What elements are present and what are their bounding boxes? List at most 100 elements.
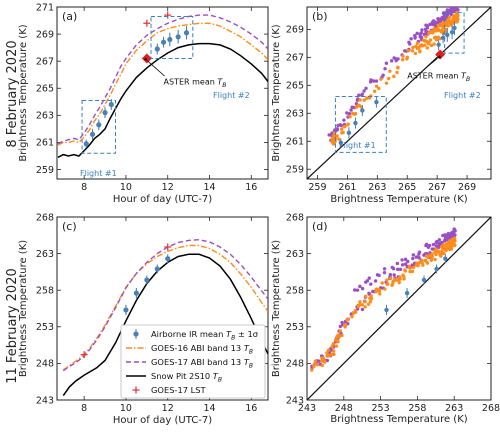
scatter-point-goes16 bbox=[368, 300, 373, 304]
scatter-point-goes16 bbox=[415, 46, 419, 51]
airborne-point bbox=[96, 122, 102, 128]
flight-label: Flight #1 bbox=[339, 141, 376, 150]
x-tick-label: 248 bbox=[335, 403, 353, 414]
scatter-point-goes16 bbox=[406, 49, 411, 53]
y-tick-label: 265 bbox=[36, 84, 54, 95]
airborne-point bbox=[108, 101, 114, 108]
scatter-point-goes17 bbox=[413, 33, 417, 38]
legend-label: GOES-17 ABI band 13 TB​ bbox=[151, 357, 253, 370]
airborne-point bbox=[154, 46, 160, 52]
scatter-point-goes16 bbox=[358, 98, 362, 102]
row-label-top: 8 February 2020 bbox=[5, 40, 20, 147]
x-tick-label: 10 bbox=[120, 403, 132, 414]
x-tick-label: 14 bbox=[203, 182, 215, 193]
scatter-point-goes16 bbox=[353, 111, 358, 116]
scatter-point-goes16 bbox=[403, 268, 407, 272]
scatter-point-goes17 bbox=[420, 28, 424, 32]
scatter-point-goes16 bbox=[358, 300, 362, 304]
x-axis-label: Brightness Temperature (K) bbox=[330, 414, 467, 425]
scatter-point-goes16 bbox=[451, 241, 455, 246]
scatter-point-goes17 bbox=[358, 284, 362, 289]
scatter-point-goes17 bbox=[373, 279, 378, 283]
scatter-point-goes16 bbox=[310, 368, 314, 372]
scatter-point-goes17 bbox=[454, 3, 457, 6]
x-axis-label: Brightness Temperature (K) bbox=[330, 194, 467, 205]
y-axis-label: Brightness Temperature (K) bbox=[271, 240, 282, 377]
scatter-point-goes17 bbox=[396, 267, 400, 272]
airborne-point bbox=[167, 36, 173, 43]
scatter-point-goes17 bbox=[415, 31, 419, 35]
scatter-point-goes16 bbox=[398, 275, 402, 279]
scatter-point-goes16 bbox=[400, 58, 405, 62]
scatter-point-goes16 bbox=[360, 302, 365, 307]
x-tick-label: 14 bbox=[203, 403, 215, 414]
scatter-point-goes16 bbox=[396, 65, 400, 70]
series-line-snowpit bbox=[57, 42, 268, 158]
flight-box bbox=[334, 95, 387, 153]
scatter-point-goes16 bbox=[365, 96, 369, 100]
annotation-arrow bbox=[147, 60, 165, 77]
scatter-point-goes16 bbox=[440, 245, 444, 249]
y-tick-label: 261 bbox=[286, 137, 304, 148]
scatter-point-goes16 bbox=[320, 356, 324, 360]
plot-area bbox=[307, 217, 491, 400]
x-tick-label: 258 bbox=[408, 403, 426, 414]
scatter-point-goes17 bbox=[396, 57, 400, 61]
scatter-point-goes16 bbox=[366, 302, 371, 306]
annotation-arrowhead bbox=[437, 55, 442, 59]
y-tick-label: 261 bbox=[36, 138, 54, 149]
panel-a: 8 10 12 14 16 259 261 263 265 267 269 271 Hour of da… bbox=[18, 2, 269, 205]
scatter-point-goes16 bbox=[433, 35, 438, 39]
scatter-point-goes16 bbox=[374, 84, 379, 88]
scatter-point-goes16 bbox=[434, 252, 438, 257]
legend-box bbox=[120, 324, 266, 399]
scatter-point-goes17 bbox=[360, 307, 365, 312]
scatter-point-goes17 bbox=[408, 42, 412, 46]
airborne-point bbox=[353, 120, 358, 126]
scatter-point-goes17 bbox=[360, 286, 365, 291]
plot-frame bbox=[306, 6, 492, 180]
scatter-point-goes16 bbox=[362, 98, 367, 102]
aster-marker bbox=[435, 49, 446, 60]
scatter-point-goes16 bbox=[434, 247, 438, 251]
airborne-point bbox=[144, 277, 150, 283]
flight-box bbox=[444, 12, 465, 54]
scatter-point-goes16 bbox=[353, 310, 358, 314]
y-tick-label: 263 bbox=[36, 249, 54, 260]
scatter-point-goes16 bbox=[423, 43, 427, 47]
legend-swatch-lst bbox=[132, 386, 140, 394]
scatter-point-goes16 bbox=[426, 254, 431, 258]
scatter-point-goes17 bbox=[403, 257, 408, 262]
scatter-point-goes17 bbox=[383, 66, 387, 71]
plot-frame bbox=[56, 216, 269, 401]
scatter-point-goes17 bbox=[382, 267, 387, 271]
lst-marker bbox=[164, 243, 172, 251]
scatter-point-goes17 bbox=[327, 133, 331, 137]
scatter-point-goes16 bbox=[408, 266, 412, 270]
scatter-point-goes17 bbox=[374, 79, 379, 83]
scatter-point-goes17 bbox=[411, 253, 416, 257]
airborne-point bbox=[360, 108, 365, 113]
airborne-point bbox=[346, 130, 352, 136]
x-tick-label: 8 bbox=[81, 182, 87, 193]
legend-label: Snow Pit 2S10 TB​ bbox=[151, 371, 222, 384]
scatter-point-goes17 bbox=[454, 2, 457, 5]
y-tick-label: 269 bbox=[286, 25, 304, 36]
scatter-point-goes16 bbox=[401, 54, 405, 58]
scatter-point-goes16 bbox=[331, 134, 336, 138]
scatter-point-goes17 bbox=[426, 245, 431, 249]
scatter-point-goes17 bbox=[325, 358, 330, 363]
scatter-point-goes16 bbox=[436, 249, 440, 254]
scatter-point-goes17 bbox=[342, 118, 346, 122]
scatter-point-goes17 bbox=[389, 59, 394, 63]
panel-label: (d) bbox=[312, 220, 328, 233]
scatter-point-goes17 bbox=[400, 258, 404, 262]
scatter-point-goes17 bbox=[448, 11, 452, 15]
series-line-goes16 bbox=[62, 244, 268, 371]
scatter-point-goes16 bbox=[424, 35, 428, 39]
series-line-goes16 bbox=[57, 22, 268, 146]
scatter-point-goes16 bbox=[438, 252, 442, 257]
scatter-point-goes16 bbox=[336, 333, 340, 337]
scatter-point-goes16 bbox=[429, 258, 434, 262]
